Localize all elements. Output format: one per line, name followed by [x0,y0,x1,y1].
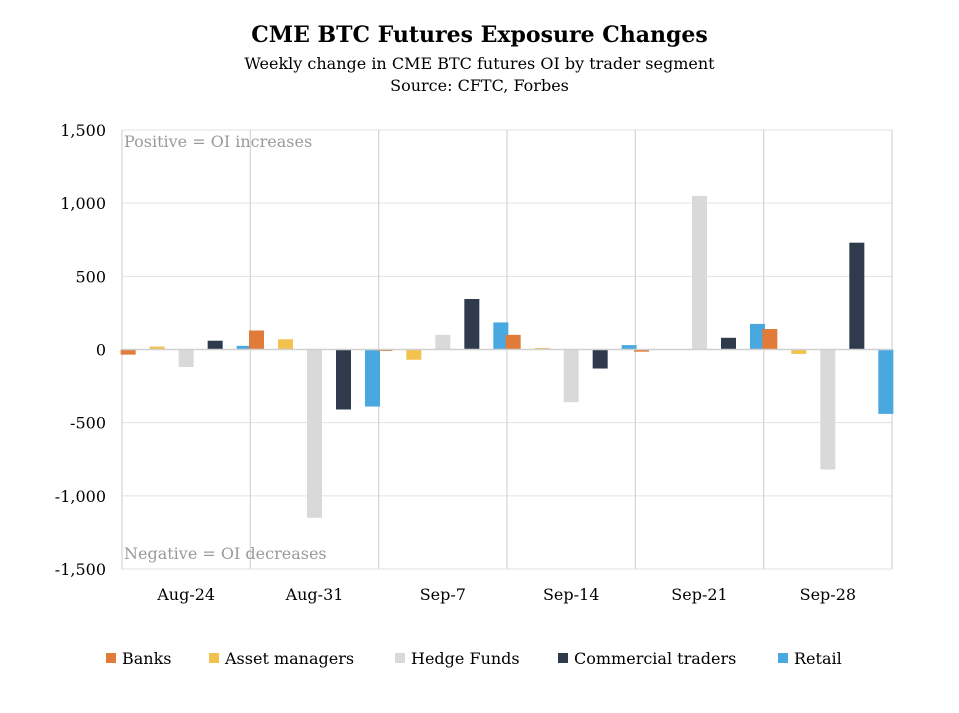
legend-label: Asset managers [224,649,354,668]
y-axis-ticks: 1,500 1,000 500 0 -500 -1,000 -1,500 [55,121,106,579]
x-tick-label: Aug-24 [156,585,215,604]
x-tick-label: Sep-21 [671,585,727,604]
y-tick-label: -500 [70,414,106,433]
y-tick-label: 1,000 [60,194,106,213]
chart-source: Source: CFTC, Forbes [390,76,569,95]
y-tick-label: -1,000 [55,487,106,506]
bar-banks-aug-31 [249,330,264,350]
bar-commercial-traders-sep-21 [721,337,736,350]
bar-retail-sep-28 [878,349,894,414]
legend-swatch [778,653,788,663]
bar-commercial-traders-sep-14 [592,349,608,369]
bar-hedge-funds-sep-7 [435,334,451,350]
bar-hedge-funds-sep-21 [692,195,707,350]
x-axis-ticks: Aug-24 Aug-31 Sep-7 Sep-14 Sep-21 Sep-28 [156,585,856,604]
x-tick-label: Sep-28 [800,585,856,604]
bar-asset-managers-sep-28 [791,349,807,354]
bar-banks-aug-24 [120,349,136,355]
bar-retail-sep-14 [621,345,637,350]
x-tick-label: Sep-14 [543,585,599,604]
bar-banks-sep-28 [762,329,778,350]
bar-hedge-funds-sep-28 [820,349,836,470]
legend-label: Commercial traders [574,649,736,668]
chart-subtitle: Weekly change in CME BTC futures OI by t… [244,54,715,73]
legend-swatch [209,653,219,663]
bar-commercial-traders-aug-24 [207,340,223,350]
bar-asset-managers-aug-24 [149,346,165,350]
bar-asset-managers-sep-7 [406,349,422,360]
bar-banks-sep-14 [505,334,521,350]
chart-title: CME BTC Futures Exposure Changes [251,22,708,48]
bar-retail-sep-21 [750,323,765,350]
y-tick-label: -1,500 [55,560,106,579]
y-tick-label: 500 [75,267,106,286]
bar-hedge-funds-aug-24 [178,349,194,368]
x-tick-label: Sep-7 [420,585,466,604]
legend-label: Hedge Funds [411,649,520,668]
legend-label: Retail [794,649,842,668]
bar-commercial-traders-aug-31 [336,349,351,410]
bar-asset-managers-aug-31 [278,339,293,350]
legend: Banks Asset managers Hedge Funds Commercial… [106,649,842,668]
legend-swatch [558,653,568,663]
positive-annotation: Positive = OI increases [124,132,312,151]
bar-banks-sep-21 [634,349,649,352]
legend-swatch [395,653,405,663]
bar-retail-aug-31 [365,349,380,407]
x-tick-label: Aug-31 [285,585,344,604]
bar-hedge-funds-sep-14 [563,349,579,403]
legend-label: Banks [122,649,172,668]
y-tick-label: 1,500 [60,121,106,140]
bar-retail-aug-24 [236,345,252,350]
bars [120,195,894,518]
bar-retail-sep-7 [493,322,509,350]
bar-hedge-funds-aug-31 [307,349,322,518]
bar-commercial-traders-sep-28 [849,242,865,350]
bar-commercial-traders-sep-7 [464,299,480,350]
negative-annotation: Negative = OI decreases [124,544,327,563]
legend-swatch [106,653,116,663]
y-tick-label: 0 [96,341,106,360]
